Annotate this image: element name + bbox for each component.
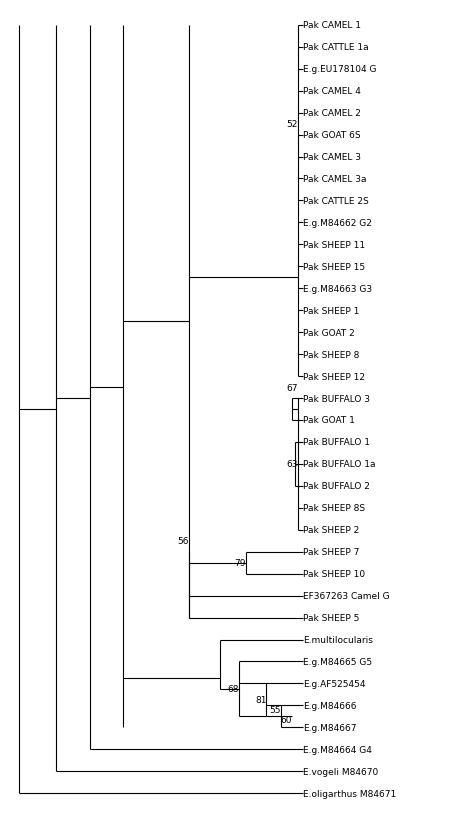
Text: Pak CAMEL 2: Pak CAMEL 2 [303, 109, 361, 118]
Text: EF367263 Camel G: EF367263 Camel G [303, 591, 390, 600]
Text: 81: 81 [255, 695, 266, 704]
Text: 56: 56 [178, 536, 189, 545]
Text: 60: 60 [280, 715, 292, 724]
Text: Pak SHEEP 8: Pak SHEEP 8 [303, 351, 360, 360]
Text: Pak CAMEL 3a: Pak CAMEL 3a [303, 174, 367, 183]
Text: 79: 79 [235, 559, 246, 568]
Text: Pak CAMEL 4: Pak CAMEL 4 [303, 87, 361, 96]
Text: E.multilocularis: E.multilocularis [303, 636, 373, 645]
Text: E.g.M84662 G2: E.g.M84662 G2 [303, 219, 372, 228]
Text: Pak CATTLE 2S: Pak CATTLE 2S [303, 197, 369, 206]
Text: 67: 67 [286, 383, 298, 392]
Text: Pak BUFFALO 1a: Pak BUFFALO 1a [303, 459, 376, 468]
Text: Pak GOAT 2: Pak GOAT 2 [303, 328, 355, 337]
Text: 63: 63 [286, 459, 298, 468]
Text: E.g.M84664 G4: E.g.M84664 G4 [303, 745, 372, 754]
Text: E.g.M84666: E.g.M84666 [303, 701, 357, 710]
Text: E.oligarthus M84671: E.oligarthus M84671 [303, 789, 397, 798]
Text: E.g.M84665 G5: E.g.M84665 G5 [303, 657, 373, 666]
Text: Pak SHEEP 1: Pak SHEEP 1 [303, 306, 360, 315]
Text: Pak SHEEP 8S: Pak SHEEP 8S [303, 504, 365, 513]
Text: Pak BUFFALO 1: Pak BUFFALO 1 [303, 438, 370, 447]
Text: Pak BUFFALO 2: Pak BUFFALO 2 [303, 482, 370, 491]
Text: Pak SHEEP 2: Pak SHEEP 2 [303, 526, 360, 535]
Text: E.g.M84663 G3: E.g.M84663 G3 [303, 284, 373, 293]
Text: Pak CAMEL 3: Pak CAMEL 3 [303, 153, 361, 162]
Text: 55: 55 [270, 705, 281, 714]
Text: Pak GOAT 1: Pak GOAT 1 [303, 416, 355, 425]
Text: Pak SHEEP 11: Pak SHEEP 11 [303, 241, 365, 250]
Text: E.g.EU178104 G: E.g.EU178104 G [303, 65, 377, 74]
Text: Pak SHEEP 5: Pak SHEEP 5 [303, 613, 360, 622]
Text: Pak BUFFALO 3: Pak BUFFALO 3 [303, 394, 370, 403]
Text: Pak GOAT 6S: Pak GOAT 6S [303, 131, 361, 140]
Text: Pak SHEEP 12: Pak SHEEP 12 [303, 372, 365, 381]
Text: E.vogeli M84670: E.vogeli M84670 [303, 767, 379, 776]
Text: Pak CATTLE 1a: Pak CATTLE 1a [303, 43, 369, 52]
Text: E.g.AF525454: E.g.AF525454 [303, 679, 366, 688]
Text: Pak SHEEP 15: Pak SHEEP 15 [303, 262, 365, 271]
Text: Pak SHEEP 7: Pak SHEEP 7 [303, 548, 360, 557]
Text: E.g.M84667: E.g.M84667 [303, 723, 357, 732]
Text: 52: 52 [286, 120, 298, 129]
Text: Pak SHEEP 10: Pak SHEEP 10 [303, 569, 365, 578]
Text: 68: 68 [228, 685, 239, 694]
Text: Pak CAMEL 1: Pak CAMEL 1 [303, 21, 361, 30]
